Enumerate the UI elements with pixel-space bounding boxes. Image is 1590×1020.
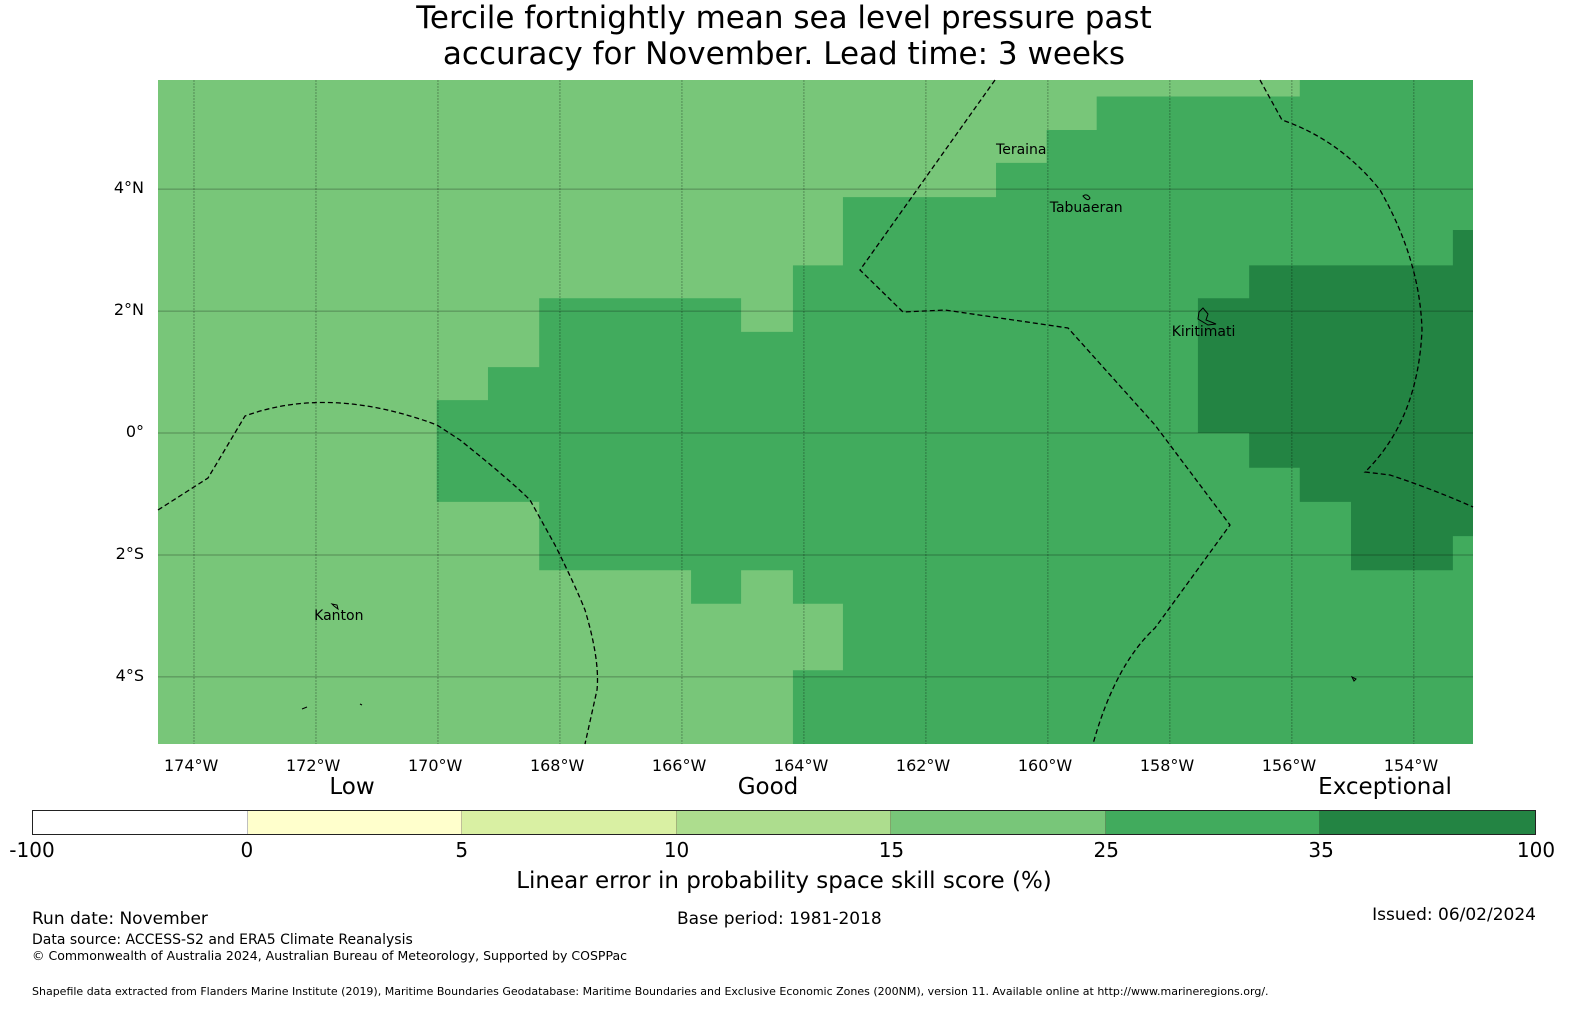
skill-region-35-100 xyxy=(1197,229,1473,571)
island-small-2 xyxy=(359,703,363,706)
lon-tick-label: 170°W xyxy=(407,756,463,775)
island-kiritimati xyxy=(1197,307,1217,326)
island-kanton xyxy=(330,603,339,611)
place-label-kanton: Kanton xyxy=(314,607,364,624)
title-line-1: Tercile fortnightly mean sea level press… xyxy=(416,0,1152,36)
colorbar-tick-label: 25 xyxy=(1093,838,1120,862)
colorbar-label-good: Good xyxy=(737,774,799,800)
place-label-kiritimati: Kiritimati xyxy=(1171,323,1236,340)
colorbar-axis-label: Linear error in probability space skill … xyxy=(516,868,1052,894)
colorbar-tick-label: -100 xyxy=(9,838,55,862)
eez-boundary-kiritimati xyxy=(1259,79,1474,508)
colorbar-tick-label: 10 xyxy=(663,838,690,862)
lon-tick-label: 160°W xyxy=(1017,756,1073,775)
lon-tick-label: 172°W xyxy=(285,756,341,775)
eez-boundary-line-islands xyxy=(859,79,1231,745)
islands xyxy=(301,194,1357,710)
eez-boundary-kanton xyxy=(157,401,599,745)
lat-tick-label: 4°N xyxy=(113,178,144,198)
island-small-3 xyxy=(1350,675,1357,682)
colorbar-bin xyxy=(1105,811,1321,834)
colorbar-tick-label: 0 xyxy=(240,838,254,862)
lat-tick-label: 2°N xyxy=(113,300,144,320)
base-period: Base period: 1981-2018 xyxy=(677,909,882,929)
colorbar-tick-label: 100 xyxy=(1516,838,1556,862)
colorbar-label-exceptional: Exceptional xyxy=(1318,774,1452,800)
lon-tick-label: 168°W xyxy=(529,756,585,775)
lat-tick-label: 4°S xyxy=(115,665,144,685)
colorbar-bin xyxy=(676,811,892,834)
colorbar-bin xyxy=(462,811,677,834)
issued-date: Issued: 06/02/2024 xyxy=(1372,905,1536,925)
island-tabuaeran xyxy=(1082,194,1091,201)
colorbar-tick-label: 15 xyxy=(878,838,905,862)
colorbar-label-low: Low xyxy=(329,774,375,800)
colorbar-bin xyxy=(247,811,463,834)
chart-title: Tercile fortnightly mean sea level press… xyxy=(0,0,1568,72)
copyright: © Commonwealth of Australia 2024, Austra… xyxy=(32,948,627,963)
data-source: Data source: ACCESS-S2 and ERA5 Climate … xyxy=(32,932,413,948)
lon-tick-label: 174°W xyxy=(163,756,219,775)
run-date: Run date: November xyxy=(32,909,208,929)
colorbar-bin xyxy=(33,811,248,834)
place-label-tabuaeran: Tabuaeran xyxy=(1049,200,1123,217)
colorbar-tick-label: 35 xyxy=(1308,838,1334,862)
colorbar xyxy=(32,810,1536,835)
skill-region-25-35 xyxy=(436,80,1473,744)
lon-tick-label: 164°W xyxy=(773,756,829,775)
island-small-1 xyxy=(301,706,308,710)
lon-tick-label: 158°W xyxy=(1139,756,1195,775)
title-line-2: accuracy for November. Lead time: 3 week… xyxy=(442,36,1126,72)
map-plot xyxy=(157,79,1474,745)
lat-tick-label: 2°S xyxy=(115,543,144,563)
shapefile-credit: Shapefile data extracted from Flanders M… xyxy=(32,985,1269,998)
colorbar-bin xyxy=(891,811,1106,834)
eez-boundaries xyxy=(157,79,1474,745)
place-label-teraina: Teraina xyxy=(996,142,1047,159)
lat-tick-label: 0° xyxy=(125,422,144,442)
colorbar-tick-label: 5 xyxy=(455,838,469,862)
lon-tick-label: 166°W xyxy=(651,756,707,775)
lon-tick-label: 154°W xyxy=(1383,756,1439,775)
lon-tick-label: 162°W xyxy=(895,756,951,775)
colorbar-bin xyxy=(1320,811,1535,834)
lon-tick-label: 156°W xyxy=(1261,756,1317,775)
